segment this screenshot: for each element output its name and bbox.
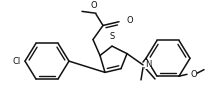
Text: O: O	[91, 1, 97, 9]
Text: N: N	[145, 60, 151, 69]
Text: O: O	[190, 70, 197, 79]
Text: Cl: Cl	[13, 57, 21, 66]
Text: O: O	[126, 16, 133, 25]
Text: S: S	[109, 32, 115, 41]
